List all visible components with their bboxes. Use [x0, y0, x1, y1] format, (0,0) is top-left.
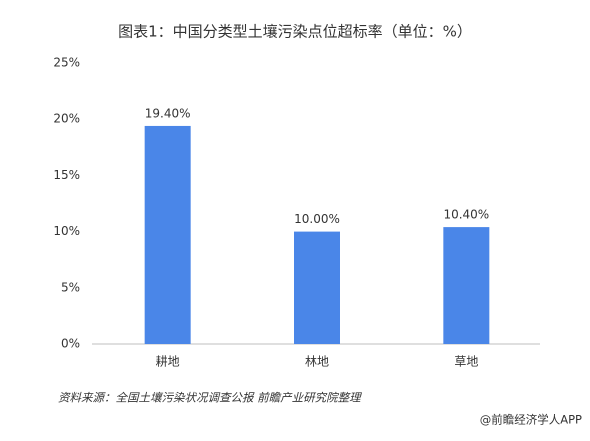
x-tick-label: 林地 — [305, 355, 329, 369]
chart-title: 图表1：中国分类型土壤污染点位超标率（单位：%） — [118, 23, 472, 41]
y-tick-label: 10% — [53, 224, 80, 238]
y-tick-label: 20% — [53, 112, 80, 126]
footer: @前瞻经济学人APP — [480, 413, 582, 427]
bar — [294, 231, 340, 344]
y-tick-label: 0% — [61, 337, 80, 351]
bar — [443, 227, 490, 344]
value-label: 10.00% — [294, 212, 340, 226]
source-note: 资料来源：全国土壤污染状况调查公报 前瞻产业研究院整理 — [58, 391, 362, 405]
x-tick-label: 草地 — [454, 355, 478, 369]
y-tick-label: 25% — [53, 56, 80, 70]
value-label: 19.40% — [145, 106, 191, 120]
x-tick-label: 耕地 — [156, 354, 180, 369]
y-tick-label: 15% — [53, 168, 80, 182]
y-tick-label: 5% — [61, 280, 80, 294]
bar — [144, 125, 191, 344]
value-label: 10.40% — [443, 208, 489, 222]
